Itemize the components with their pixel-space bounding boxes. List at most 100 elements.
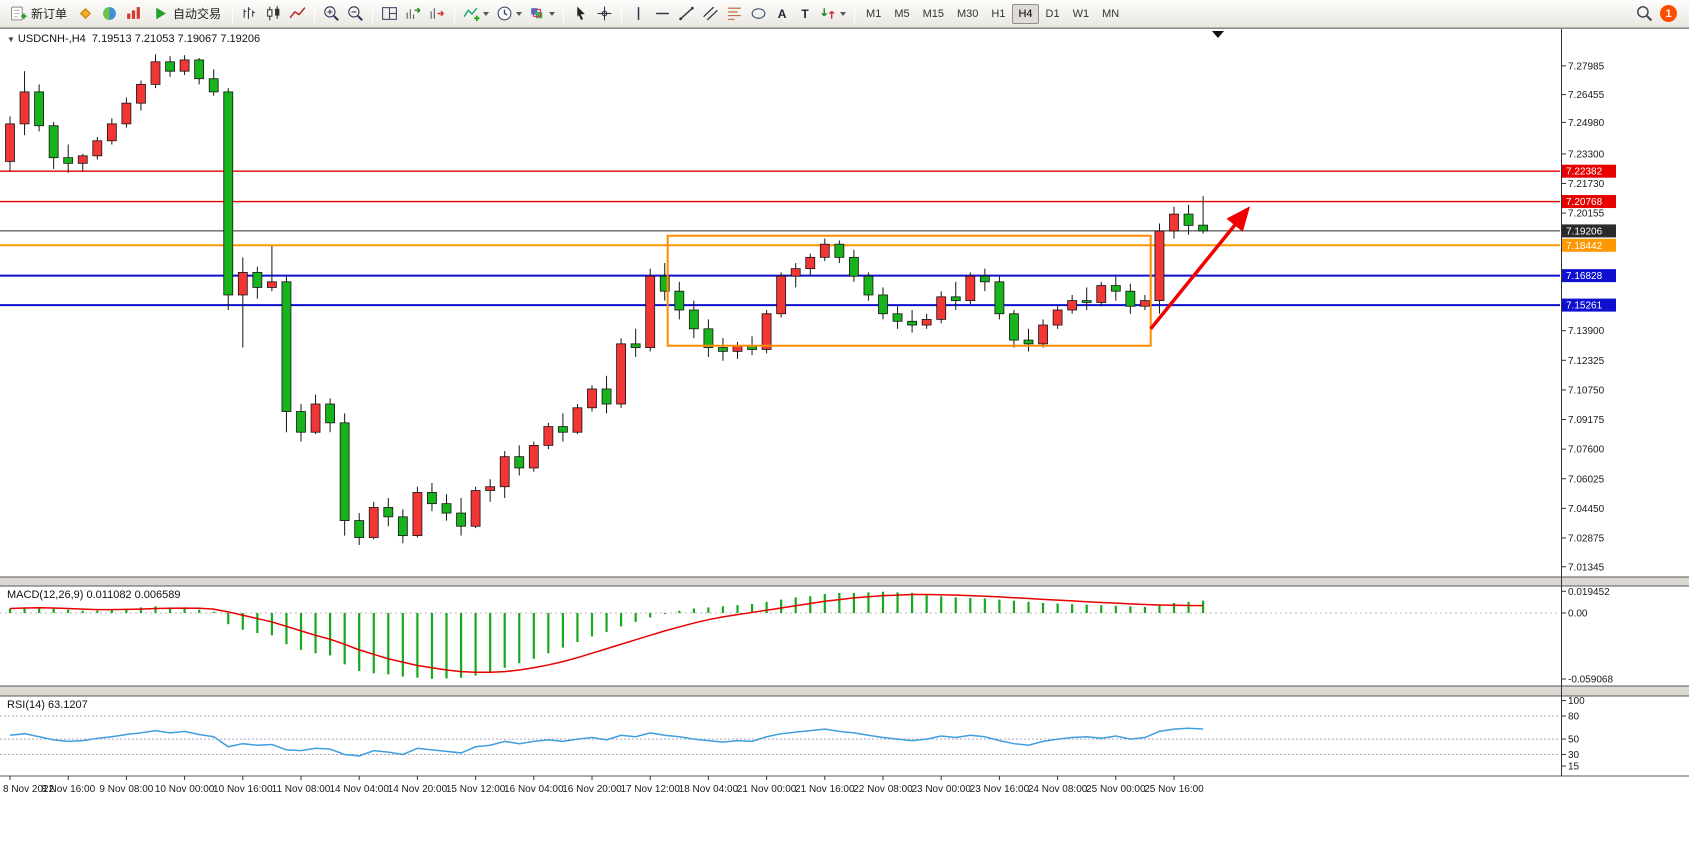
svg-text:14 Nov 20:00: 14 Nov 20:00 (388, 784, 448, 795)
new-order-label: 新订单 (31, 7, 68, 21)
svg-text:7.27985: 7.27985 (1568, 61, 1605, 72)
toolbar-separator (563, 4, 565, 23)
svg-text:25 Nov 16:00: 25 Nov 16:00 (1144, 784, 1204, 795)
templates-icon (529, 5, 546, 22)
price-scale[interactable]: 7.27985 7.26455 7.24980 7.23300 7.21730 7.201… (1561, 61, 1617, 573)
panel-splitter[interactable] (0, 686, 1689, 696)
svg-text:7.04450: 7.04450 (1568, 504, 1605, 515)
mql5-community-button[interactable] (74, 3, 97, 25)
autotrading-button[interactable]: 自动交易 (146, 3, 227, 25)
svg-text:22 Nov 08:00: 22 Nov 08:00 (853, 784, 913, 795)
svg-text:7.10750: 7.10750 (1568, 385, 1605, 396)
rsi-name: RSI(14) (7, 699, 45, 711)
price-line-label (1562, 224, 1616, 238)
price-line-label (1562, 298, 1616, 312)
chart-window: ▼ USDCNH-,H4 7.19513 7.21053 7.19067 7.19… (0, 28, 1689, 863)
window-menu-icon[interactable]: ▼ (7, 35, 15, 44)
clock-icon (496, 5, 513, 22)
timeframe-button-mn[interactable]: MN (1102, 7, 1120, 20)
svg-text:7.20155: 7.20155 (1568, 209, 1605, 220)
svg-text:-0.059068: -0.059068 (1568, 674, 1613, 685)
svg-text:0.00: 0.00 (1568, 608, 1588, 619)
svg-text:16 Nov 20:00: 16 Nov 20:00 (562, 784, 622, 795)
price-chart[interactable]: 7.27985 7.26455 7.24980 7.23300 7.21730 7.201… (0, 29, 1689, 863)
timeframe-button-m30[interactable]: M30 (957, 7, 979, 20)
new-order-button[interactable]: 新订单 (4, 3, 73, 25)
indicators-button[interactable] (460, 3, 492, 25)
tile-windows-icon (381, 5, 398, 22)
svg-text:25 Nov 00:00: 25 Nov 00:00 (1086, 784, 1146, 795)
templates-button[interactable] (526, 3, 558, 25)
svg-text:7.01345: 7.01345 (1568, 562, 1605, 573)
text-tool-icon: A (777, 6, 787, 21)
market-button[interactable] (98, 3, 121, 25)
svg-text:7.13900: 7.13900 (1568, 326, 1605, 337)
toolbar-right-zone: 1 (1633, 3, 1685, 25)
vertical-line-icon (630, 5, 647, 22)
text-button[interactable]: A (771, 3, 793, 25)
svg-text:7.20768: 7.20768 (1566, 197, 1603, 208)
svg-text:80: 80 (1568, 712, 1580, 723)
crosshair-button[interactable] (593, 3, 616, 25)
dropdown-caret-icon (483, 11, 490, 16)
timeframe-button-w1[interactable]: W1 (1072, 7, 1090, 20)
label-button[interactable]: T (794, 3, 816, 25)
tile-windows-button[interactable] (378, 3, 401, 25)
svg-text:7.21730: 7.21730 (1568, 179, 1605, 190)
crosshair-icon (596, 5, 613, 22)
cursor-button[interactable] (569, 3, 592, 25)
dropdown-caret-icon (840, 11, 847, 16)
auto-scroll-button[interactable] (402, 3, 425, 25)
svg-text:7.12325: 7.12325 (1568, 356, 1605, 367)
candlestick-chart-button[interactable] (262, 3, 285, 25)
chart-shift-marker-icon[interactable] (1212, 31, 1224, 38)
svg-text:15 Nov 12:00: 15 Nov 12:00 (446, 784, 506, 795)
svg-text:15: 15 (1568, 762, 1580, 773)
svg-text:7.24980: 7.24980 (1568, 118, 1605, 129)
dropdown-caret-icon (549, 11, 556, 16)
signals-button[interactable] (122, 3, 145, 25)
bar-chart-button[interactable] (238, 3, 261, 25)
cursor-icon (572, 5, 589, 22)
fibonacci-button[interactable] (723, 3, 746, 25)
timeframe-button-m15[interactable]: M15 (922, 7, 944, 20)
fibonacci-icon (726, 5, 743, 22)
zoom-in-button[interactable] (320, 3, 343, 25)
zoom-out-button[interactable] (344, 3, 367, 25)
line-chart-button[interactable] (286, 3, 309, 25)
channel-button[interactable] (699, 3, 722, 25)
svg-text:7.26455: 7.26455 (1568, 90, 1605, 101)
svg-text:7.23300: 7.23300 (1568, 149, 1605, 160)
chart-shift-button[interactable] (426, 3, 449, 25)
candles-layer[interactable] (5, 54, 1208, 546)
search-icon (1636, 5, 1653, 22)
notification-badge[interactable]: 1 (1660, 5, 1677, 22)
timeframe-button-d1[interactable]: D1 (1045, 7, 1060, 20)
timeframe-button-h1[interactable]: H1 (991, 7, 1006, 20)
search-button[interactable] (1633, 3, 1656, 25)
arrows-button[interactable] (817, 3, 849, 25)
svg-text:7.09175: 7.09175 (1568, 415, 1605, 426)
macd-indicator-label: MACD(12,26,9) 0.011082 0.006589 (7, 589, 180, 601)
shapes-button[interactable] (747, 3, 770, 25)
macd-panel[interactable]: 0.019452 0.00 -0.059068 (0, 587, 1613, 686)
timeframe-button-m5[interactable]: M5 (894, 7, 910, 20)
svg-text:21 Nov 00:00: 21 Nov 00:00 (737, 784, 797, 795)
toolbar-separator (854, 4, 856, 23)
indicators-icon (463, 5, 480, 22)
horizontal-line-icon (654, 5, 671, 22)
svg-text:24 Nov 08:00: 24 Nov 08:00 (1028, 784, 1088, 795)
breakout-arrow[interactable] (1149, 206, 1251, 330)
horizontal-line-button[interactable] (651, 3, 674, 25)
consolidation-rectangle[interactable] (666, 234, 1152, 347)
trendline-button[interactable] (675, 3, 698, 25)
chart-title: ▼ USDCNH-,H4 7.19513 7.21053 7.19067 7.19… (7, 33, 260, 45)
vertical-line-button[interactable] (627, 3, 650, 25)
timeframe-button-m1[interactable]: M1 (866, 7, 882, 20)
toolbar-separator (232, 4, 234, 23)
panel-splitter[interactable] (0, 577, 1689, 586)
periods-button[interactable] (493, 3, 525, 25)
timeframe-button-h4[interactable]: H4 (1012, 3, 1039, 24)
